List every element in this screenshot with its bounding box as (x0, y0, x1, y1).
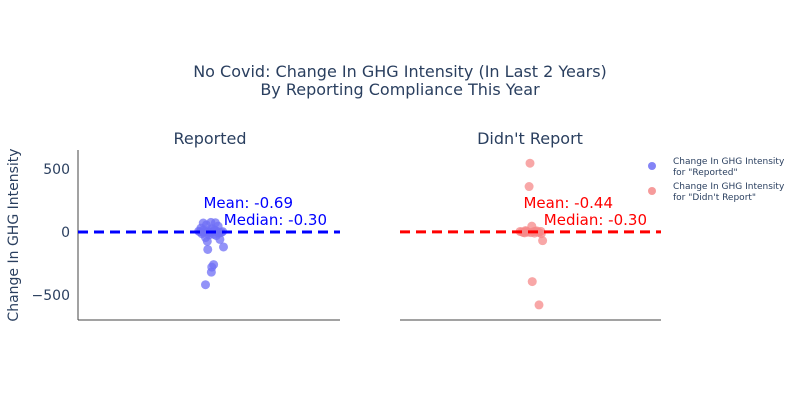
data-point (206, 267, 216, 277)
data-point (525, 158, 535, 168)
data-point (199, 225, 209, 235)
y-tick-label: 0 (61, 225, 70, 241)
legend-marker-1[interactable] (648, 187, 656, 195)
legend-marker-0[interactable] (648, 162, 656, 170)
y-tick-label: 500 (43, 162, 70, 178)
data-point (214, 228, 224, 238)
y-tick-label: −500 (32, 288, 70, 304)
data-point (202, 236, 212, 246)
data-point (203, 244, 213, 254)
legend-label-1-line2[interactable]: for "Didn't Report" (673, 193, 756, 203)
median-annotation-1: Median: -0.30 (544, 211, 647, 229)
mean-annotation-1: Mean: -0.44 (523, 194, 613, 212)
data-point (524, 182, 534, 192)
legend-label-0-line2[interactable]: for "Reported" (673, 168, 738, 178)
y-axis-label: Change In GHG Intensity (6, 148, 22, 321)
legend-label-0-line1[interactable]: Change In GHG Intensity (673, 157, 785, 167)
data-point (534, 300, 544, 310)
data-point (538, 236, 548, 246)
data-point (219, 242, 228, 252)
data-point (527, 277, 537, 287)
data-point (201, 280, 210, 290)
data-point (536, 226, 546, 236)
chart-title: No Covid: Change In GHG Intensity (In La… (193, 62, 607, 99)
data-point (520, 228, 530, 238)
panel-title-0: Reported (173, 129, 246, 148)
panel-title-1: Didn't Report (477, 129, 583, 148)
median-annotation-0: Median: -0.30 (224, 211, 327, 229)
chart-title-line2: By Reporting Compliance This Year (260, 80, 540, 99)
legend-label-1-line1[interactable]: Change In GHG Intensity (673, 182, 785, 192)
chart-title-line1: No Covid: Change In GHG Intensity (In La… (193, 62, 607, 81)
mean-annotation-0: Mean: -0.69 (203, 194, 293, 212)
